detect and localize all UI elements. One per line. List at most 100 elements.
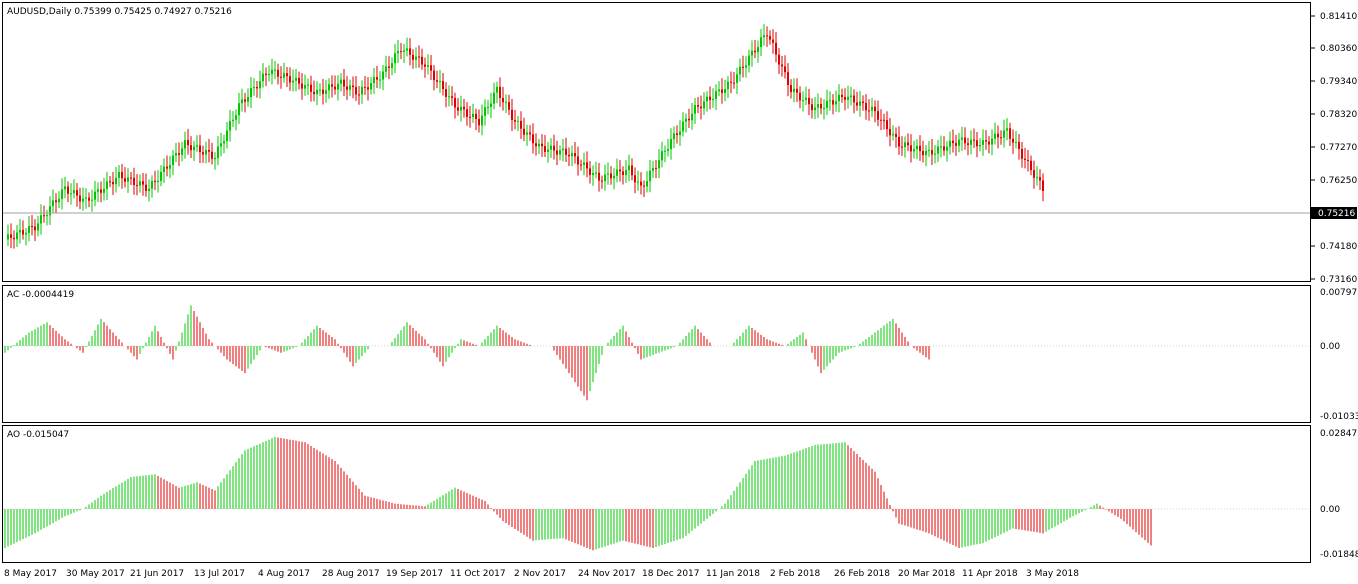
candle-body [10,234,12,238]
price-panel-header: AUDUSD,Daily 0.75399 0.75425 0.74927 0.7… [7,7,232,17]
ac-y-axis: 0.007973 0.00 -0.010332 [1320,288,1358,422]
candle-body [1033,170,1035,178]
x-tick-label: 11 Oct 2017 [450,569,506,579]
candle-body [850,95,852,97]
candle-body [934,153,936,155]
candle-body [361,86,363,95]
candle-body [127,177,129,182]
candle-body [304,85,306,89]
candle-body [931,150,933,155]
candle-body [58,198,60,203]
candle-body [727,81,729,90]
candle-body [814,107,816,111]
candle-body [73,190,75,194]
candle-body [250,88,252,97]
candle-body [307,84,309,86]
candle-body [370,83,372,90]
candle-body [394,53,396,64]
candle-body [544,146,546,152]
candle-body [229,121,231,131]
candle-body [448,96,450,98]
candle-body [46,215,48,217]
candle-body [514,119,516,122]
candle-body [733,82,735,84]
candle-body [298,77,300,84]
candle-body [958,139,960,146]
candle-body [211,151,213,159]
candle-body [571,153,573,157]
candle-body [592,173,594,176]
candle-body [874,106,876,112]
candle-body [259,81,261,89]
candle-body [31,225,33,227]
candle-body [436,80,438,82]
candle-body [790,85,792,93]
candle-body [613,175,615,179]
x-tick-label: 28 Aug 2017 [322,569,380,579]
candle-body [793,88,795,93]
candle-body [499,86,501,98]
candle-body [76,190,78,196]
candle-body [172,155,174,166]
candle-body [841,94,843,97]
candle-body [496,86,498,93]
ac-panel-header: AC -0.0004419 [7,290,74,300]
candle-body [616,169,618,176]
candle-body [406,48,408,51]
candle-body [208,150,210,152]
candle-body [466,109,468,117]
candle-body [313,91,315,95]
candle-body [682,121,684,132]
candle-body [427,65,429,67]
candle-body [640,181,642,186]
candle-body [760,37,762,48]
current-price-label: 0.75216 [1318,209,1355,219]
x-tick-label: 11 Jan 2018 [706,569,760,579]
candle-body [973,139,975,141]
candle-body [763,35,765,38]
candle-body [622,171,624,176]
candle-body [697,104,699,107]
candle-body [547,149,549,152]
ao-y-axis: 0.028473 0.00 -0.018485 [1320,429,1358,560]
candle-body [1015,141,1017,143]
candle-body [331,84,333,87]
candle-body [217,146,219,159]
candle-body [700,106,702,109]
candle-body [55,200,57,203]
candle-body [805,97,807,100]
candle-body [328,84,330,91]
candle-body [445,89,447,97]
candle-body [709,96,711,101]
candle-body [349,85,351,90]
candle-body [265,73,267,75]
candle-body [409,48,411,55]
candle-body [274,69,276,71]
candle-body [124,178,126,182]
candle-body [1042,180,1044,191]
candle-body [811,104,813,111]
candle-body [904,142,906,148]
candle-body [286,73,288,77]
candle-body [112,181,114,185]
candle-body [907,142,909,146]
candle-body [397,51,399,54]
candle-body [895,133,897,137]
candle-body [985,140,987,142]
candle-body [238,103,240,116]
price-y-tick: 0.80360 [1320,44,1357,54]
candle-body [109,181,111,183]
candle-body [982,140,984,145]
candle-body [163,166,165,172]
candle-body [1006,128,1008,131]
candle-body [262,73,264,82]
candle-body [799,92,801,101]
candle-body [724,89,726,93]
candle-body [1039,177,1041,181]
candle-body [82,198,84,202]
candle-body [337,83,339,90]
candle-body [898,136,900,147]
candle-body [520,120,522,129]
candle-body [88,197,90,201]
candle-body [757,47,759,53]
